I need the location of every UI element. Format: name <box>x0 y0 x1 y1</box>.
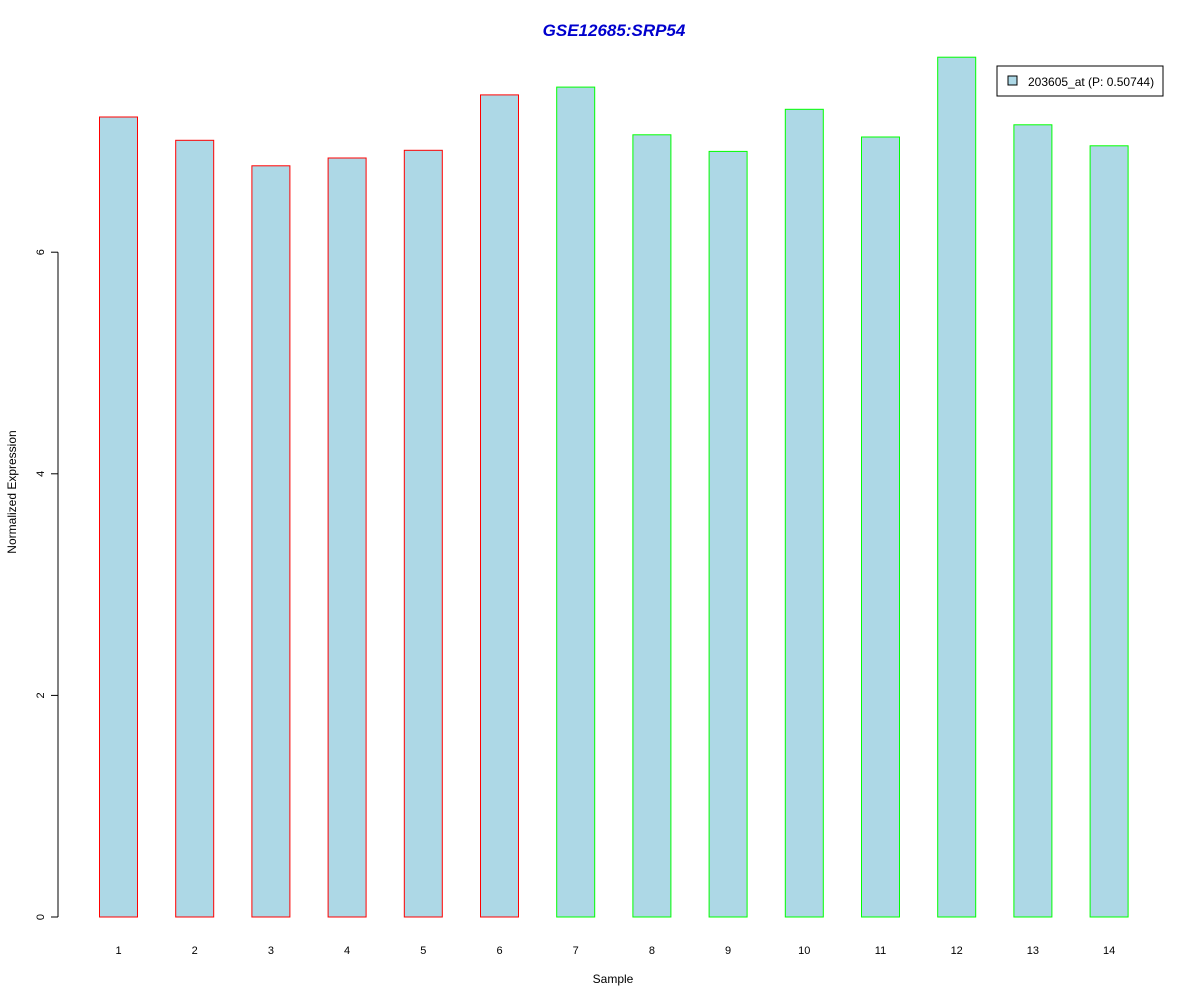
x-tick-label-6: 6 <box>496 945 502 957</box>
x-tick-label-7: 7 <box>573 945 579 957</box>
x-axis-label: Sample <box>593 972 634 986</box>
bar-sample-14 <box>1089 145 1129 918</box>
bar-sample-3 <box>251 165 291 918</box>
bar-sample-1 <box>99 116 138 918</box>
y-tick-label-2: 2 <box>35 692 47 698</box>
bar-sample-9 <box>708 150 748 918</box>
bar-sample-2 <box>175 139 215 918</box>
bar-sample-10 <box>784 108 824 918</box>
x-tick-label-1: 1 <box>115 945 121 957</box>
y-tick-label-0: 0 <box>35 914 47 920</box>
bar-sample-13 <box>1013 124 1053 918</box>
x-tick-label-12: 12 <box>951 945 963 957</box>
x-tick-label-5: 5 <box>420 945 426 957</box>
y-tick-label-6: 6 <box>35 249 47 255</box>
x-tick-label-2: 2 <box>192 945 198 957</box>
legend-box <box>996 65 1164 97</box>
y-axis-label: Normalized Expression <box>5 430 19 553</box>
bar-sample-11 <box>861 136 900 918</box>
y-tick-label-4: 4 <box>35 471 47 477</box>
bar-sample-8 <box>632 134 672 918</box>
bar-sample-4 <box>327 157 367 918</box>
bar-sample-7 <box>556 86 596 918</box>
legend-swatch <box>1007 75 1018 86</box>
legend: 203605_at (P: 0.50744) <box>996 65 1164 97</box>
x-axis: 1 2 3 4 5 6 7 8 9 10 11 12 13 14 <box>115 945 1115 957</box>
x-tick-label-11: 11 <box>875 945 886 957</box>
bar-sample-5 <box>403 149 443 918</box>
x-tick-label-10: 10 <box>798 945 810 957</box>
x-tick-label-8: 8 <box>649 945 655 957</box>
x-tick-label-13: 13 <box>1027 945 1039 957</box>
y-axis: 0 2 4 6 <box>35 249 59 920</box>
legend-entry: 203605_at (P: 0.50744) <box>1028 75 1154 89</box>
x-tick-label-14: 14 <box>1103 945 1115 957</box>
bar-sample-12 <box>937 56 977 918</box>
chart-title: GSE12685:SRP54 <box>543 21 686 40</box>
x-tick-label-3: 3 <box>268 945 274 957</box>
bars-layer <box>99 56 1129 918</box>
x-tick-label-9: 9 <box>725 945 731 957</box>
bar-sample-6 <box>480 94 519 918</box>
x-tick-label-4: 4 <box>344 945 350 957</box>
